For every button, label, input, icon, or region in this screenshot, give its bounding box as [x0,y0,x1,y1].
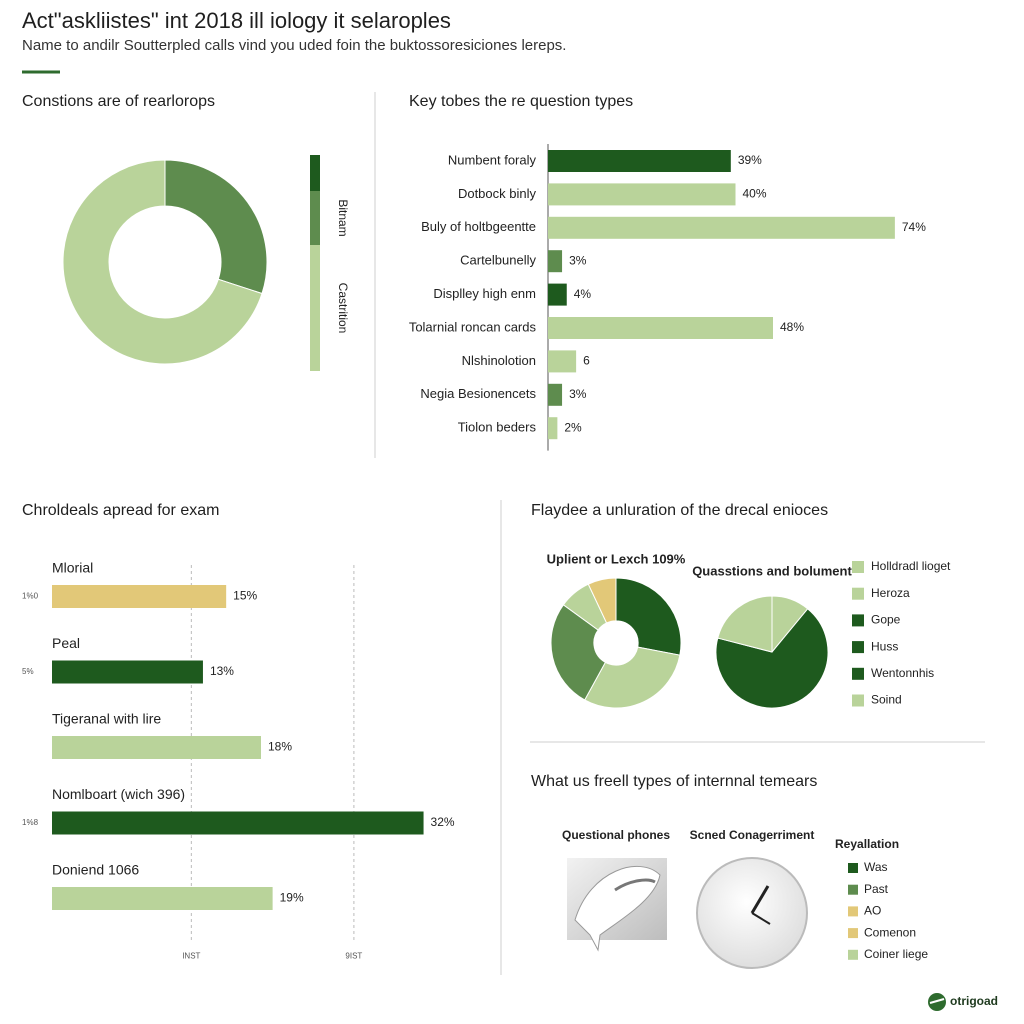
legend-label: Wentonnhis [871,666,934,680]
legend-swatch [848,949,858,960]
legend-label: Holldradl lioget [871,559,951,573]
value-label: 74% [902,220,926,234]
bar [548,383,563,406]
legend-swatch [852,667,864,680]
value-label: 40% [743,187,767,201]
legend-swatch [848,928,858,939]
legend-label: Gope [871,613,901,627]
category-label: Peal [52,635,80,651]
category-label: Numbent foraly [448,152,537,167]
side-label: 5% [22,667,34,676]
legend-swatch [852,587,864,600]
page-title: Act"askliistes" int 2018 ill iology it s… [22,8,451,33]
pie-slice [717,595,773,653]
legend-label: Castrition [336,283,350,334]
item-label: Scned Conagerriment [690,828,815,842]
category-label: Nlshinolotion [462,353,536,368]
category-label: Tiolon beders [458,420,537,435]
phone-illustration [567,858,667,952]
value-label: 2% [564,420,582,434]
bar [548,317,773,339]
bar [52,660,203,684]
value-label: 4% [574,287,592,301]
category-label: Dotbock binly [458,186,537,201]
value-label: 3% [569,253,587,267]
category-label: Tigeranal with lire [52,711,161,727]
side-label: 1%8 [22,818,39,827]
bar [548,183,736,206]
legend-swatch [852,561,864,573]
legend-swatch [852,641,864,654]
pie-slice [550,604,607,701]
value-label: 48% [780,320,804,334]
legend-cap [310,155,320,191]
legend-swatch [310,245,320,371]
legend-swatch [848,863,858,873]
pie-slice [584,646,681,709]
legend-label: Bitnam [336,199,350,236]
bar [548,150,731,172]
category-label: Doniend 1066 [52,862,139,878]
legend-swatch [852,694,864,707]
value-label: 3% [569,387,587,401]
value-label: 19% [280,891,304,905]
pie-slice [715,608,829,709]
category-label: Buly of holtbgeentte [421,219,536,234]
pie-slice [587,577,617,624]
chart-title: Key tobes the re question types [409,93,633,110]
legend-swatch [848,906,858,917]
value-label: 15% [233,589,257,603]
legend-label: Comenon [864,925,916,939]
value-label: 39% [738,153,762,167]
legend-title: Reyallation [835,837,899,851]
pie-title: Uplient or Lexch 109% [547,551,686,566]
legend-label: Huss [871,639,898,653]
legend-label: AO [864,904,881,918]
pie-slice [615,577,682,656]
category-label: Nomlboart (wich 396) [52,786,185,802]
legend-label: Heroza [871,586,910,600]
category-label: Mlorial [52,560,93,576]
pie-slice [62,159,263,365]
category-label: Cartelbunelly [460,253,536,268]
chart-title: Flaydee a unluration of the drecal enioc… [531,502,828,519]
category-label: Negia Besionencets [420,386,536,401]
bar [52,811,424,835]
value-label: 18% [268,740,292,754]
bar [548,250,563,273]
chart-title: What us freell types of internnal temear… [531,773,817,790]
value-label: 6 [583,354,590,368]
pie-slice [164,159,268,295]
item-label: Questional phones [562,828,670,842]
x-tick-label: INST [182,952,200,961]
legend-label: Past [864,882,889,896]
legend-swatch [848,884,858,895]
bar [52,887,273,910]
legend-label: Soind [871,693,902,707]
legend-swatch [852,614,864,627]
bar [548,283,567,306]
bar [52,585,227,608]
logo-icon [928,993,946,1011]
value-label: 32% [431,815,455,829]
clock-illustration [696,857,808,969]
bar [548,350,577,373]
bar [548,216,895,239]
bar [52,736,261,759]
category-label: Displley high enm [433,286,536,301]
pie-title: Quasstions and bolument [692,563,852,578]
bar [548,417,558,440]
legend-label: Was [864,860,888,874]
legend-label: Coiner liege [864,947,928,961]
category-label: Tolarnial roncan cards [409,319,537,334]
logo-text: otrigoad [950,994,998,1008]
side-label: 1%0 [22,592,39,601]
value-label: 13% [210,664,234,678]
x-tick-label: 9IST [345,952,362,961]
legend-swatch [310,191,320,245]
page-subtitle: Name to andilr Soutterpled calls vind yo… [22,37,566,54]
chart-title: Constions are of rearlorops [22,93,215,110]
chart-title: Chroldeals apread for exam [22,502,219,519]
